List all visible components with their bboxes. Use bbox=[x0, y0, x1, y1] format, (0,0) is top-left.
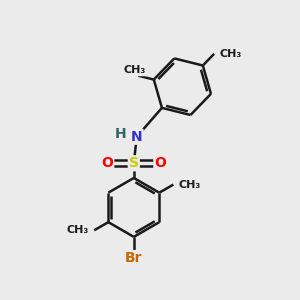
Text: S: S bbox=[129, 156, 139, 170]
Text: O: O bbox=[101, 156, 113, 170]
Text: CH₃: CH₃ bbox=[67, 225, 89, 235]
Text: Br: Br bbox=[125, 251, 142, 265]
Text: CH₃: CH₃ bbox=[178, 180, 201, 190]
Text: N: N bbox=[131, 130, 142, 144]
Text: CH₃: CH₃ bbox=[219, 49, 242, 59]
Text: O: O bbox=[154, 156, 166, 170]
Text: H: H bbox=[115, 128, 126, 141]
Text: CH₃: CH₃ bbox=[123, 65, 146, 75]
